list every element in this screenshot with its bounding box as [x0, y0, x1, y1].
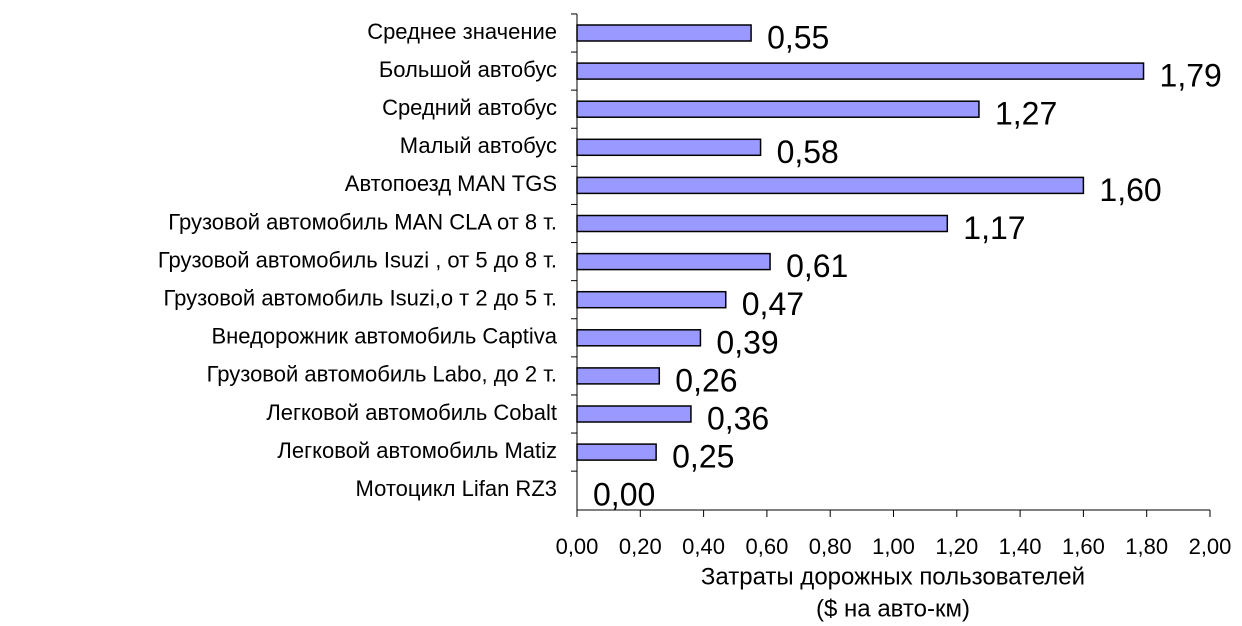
value-label: 0,61	[786, 248, 848, 284]
y-tick-label: Мотоцикл Lifan RZ3	[356, 476, 557, 501]
bar	[576, 100, 980, 118]
value-label: 1,27	[995, 96, 1057, 132]
x-tick-label: 0,20	[619, 534, 662, 559]
bar	[576, 367, 661, 385]
y-tick-label: Средний автобус	[382, 95, 557, 120]
value-label: 0,39	[716, 324, 778, 360]
value-label: 0,26	[675, 362, 737, 398]
value-label: 1,60	[1099, 172, 1161, 208]
y-tick-label: Внедорожник автомобиль Captiva	[211, 324, 557, 349]
bar	[576, 252, 771, 271]
bar	[576, 290, 727, 309]
x-tick-label: 0,40	[682, 534, 725, 559]
bar	[576, 138, 762, 157]
x-tick-label: 1,20	[935, 534, 978, 559]
value-label: 0,47	[742, 286, 804, 322]
bar	[576, 176, 1085, 195]
x-tick-label: 1,00	[872, 534, 915, 559]
value-label: 1,79	[1160, 58, 1222, 94]
y-tick-label: Среднее значение	[367, 19, 557, 44]
bar	[576, 62, 1145, 80]
y-tick-label: Грузовой автомобиль Isuzi,о т 2 до 5 т.	[164, 286, 558, 311]
y-tick-label: Автопоезд MAN TGS	[345, 171, 557, 196]
bar	[576, 405, 692, 423]
bar	[576, 214, 949, 233]
x-tick-label: 1,80	[1125, 534, 1168, 559]
y-tick-label: Легковой автомобиль Matiz	[277, 438, 557, 463]
x-tick-label: 1,40	[999, 534, 1042, 559]
bar	[576, 24, 752, 42]
value-label: 0,58	[777, 134, 839, 170]
y-tick-label: Большой автобус	[379, 57, 557, 82]
x-tick-label: 0,80	[809, 534, 852, 559]
value-label: 0,55	[767, 19, 829, 55]
y-tick-label: Грузовой автомобиль Labo, до 2 т.	[207, 362, 557, 387]
x-tick-label: 1,60	[1062, 534, 1105, 559]
value-label: 0,00	[593, 477, 655, 513]
value-label: 1,17	[963, 210, 1025, 246]
bar	[576, 329, 702, 347]
bar	[576, 443, 657, 461]
value-label: 0,36	[707, 400, 769, 436]
x-tick-label: 2,00	[1189, 534, 1232, 559]
x-axis-title: Затраты дорожных пользователей	[701, 563, 1085, 590]
x-tick-label: 0,00	[556, 534, 599, 559]
x-axis-title: ($ на авто-км)	[816, 595, 970, 622]
value-label: 0,25	[672, 439, 734, 475]
x-tick-label: 0,60	[745, 534, 788, 559]
y-tick-label: Легковой автомобиль Cobalt	[266, 400, 557, 425]
y-tick-label: Грузовой автомобиль Isuzi , от 5 до 8 т.	[158, 247, 557, 272]
y-tick-label: Грузовой автомобиль MAN CLA от 8 т.	[168, 209, 557, 234]
y-tick-label: Малый автобус	[400, 133, 557, 158]
